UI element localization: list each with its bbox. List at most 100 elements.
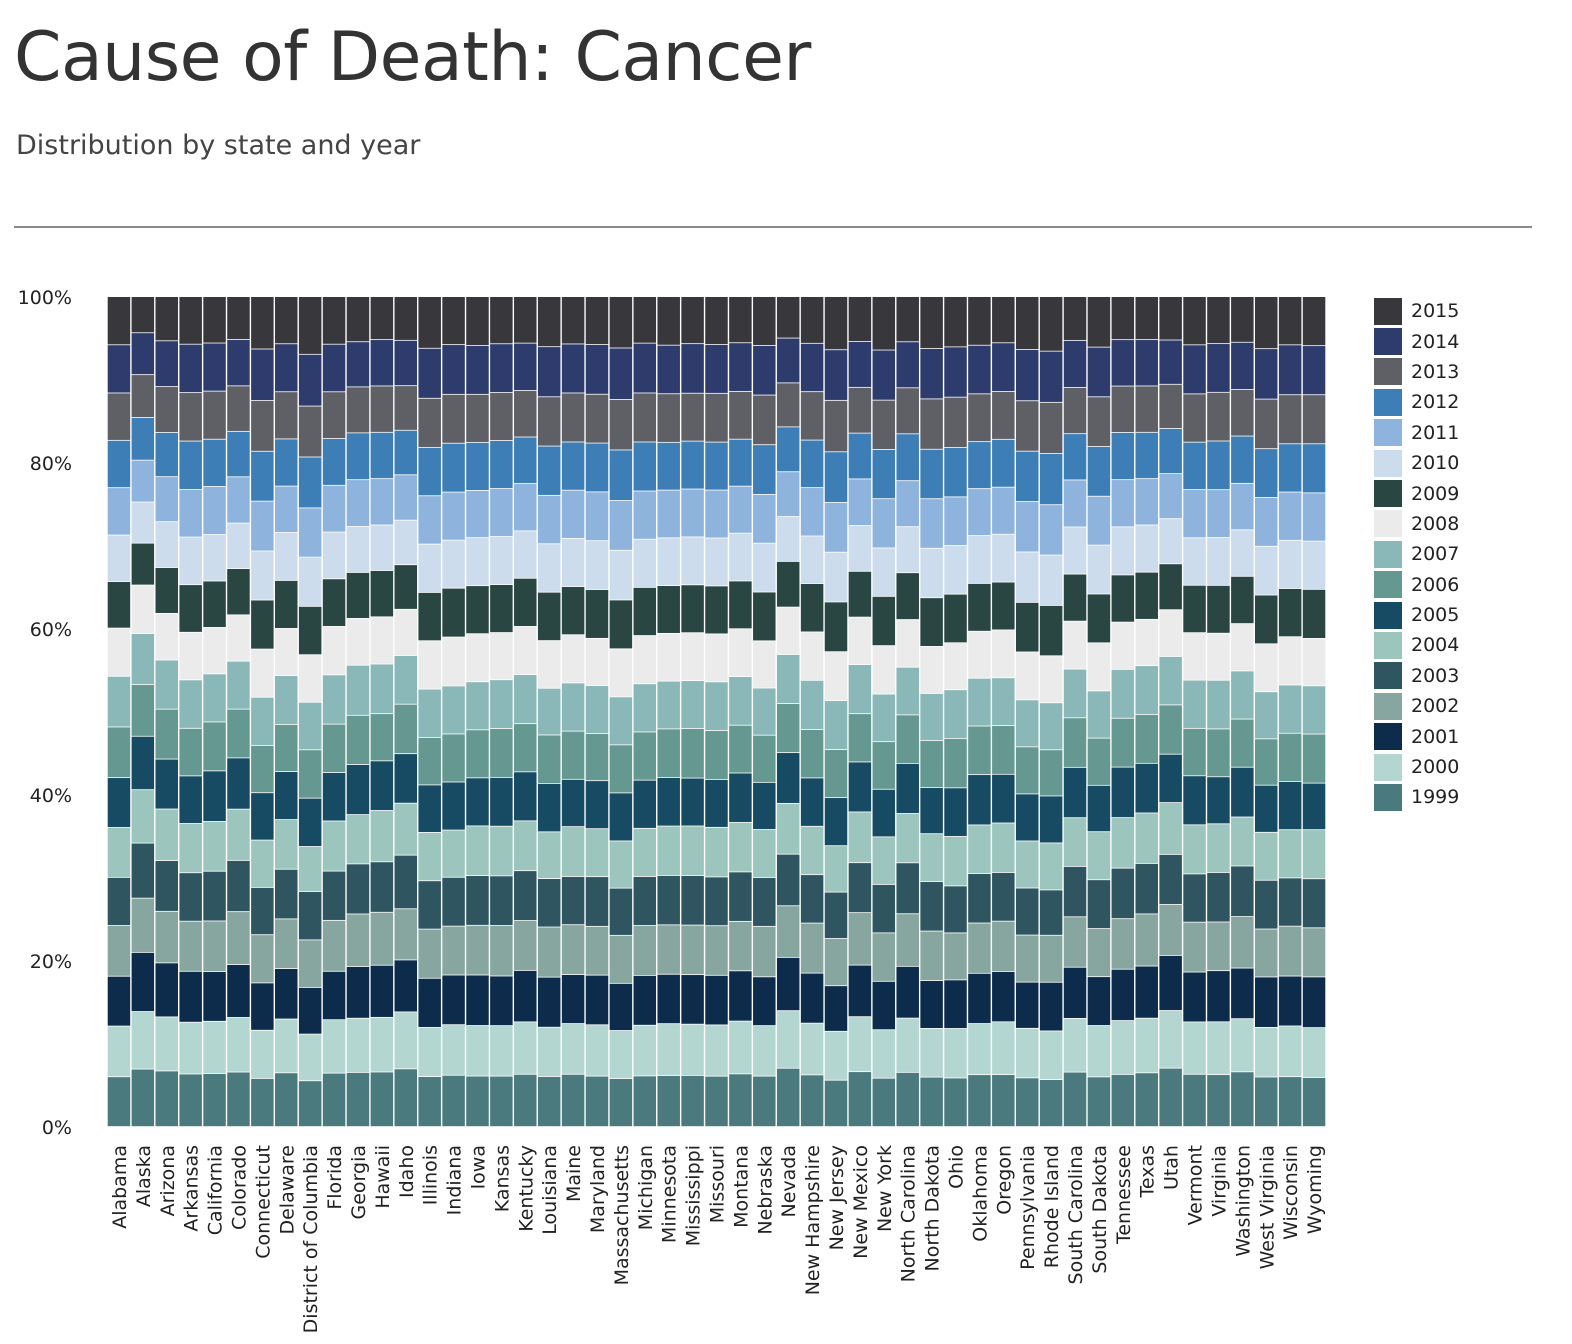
bar-segment (681, 1024, 704, 1075)
bar-segment (227, 477, 250, 523)
bar-segment (418, 447, 441, 496)
bar-segment (537, 832, 561, 879)
bar-segment (968, 726, 991, 775)
bar-segment (1087, 1077, 1111, 1127)
legend-item: 2001 (1374, 721, 1554, 751)
bar-segment (585, 638, 609, 686)
bar-segment (944, 980, 967, 1029)
bar-segment (1159, 854, 1182, 905)
bar-segment (705, 393, 728, 442)
bar-segment (1302, 395, 1326, 444)
bar-segment (179, 489, 202, 537)
bar-segment (1135, 619, 1158, 666)
bar-segment (537, 927, 561, 977)
bar-segment (872, 742, 896, 789)
bar-segment (251, 649, 274, 697)
bar-segment (107, 925, 131, 976)
bar-segment (896, 434, 919, 481)
bar-segment (490, 826, 513, 876)
legend: 2015 2014 2013 2012 2011 2010 2009 2008 2007 2006… (1374, 296, 1554, 813)
bar-segment (203, 1021, 226, 1074)
bar-segment (561, 925, 585, 975)
bar-segment (394, 960, 418, 1012)
bar-segment (561, 490, 585, 538)
bar-segment (275, 968, 298, 1019)
bar-segment (1302, 638, 1326, 686)
bar-segment (418, 978, 441, 1028)
bar-segment (1231, 436, 1254, 483)
bar-segment (1063, 297, 1087, 340)
bar-segment (920, 834, 943, 882)
bar-segment (537, 735, 561, 784)
bar-segment (346, 864, 370, 914)
bar-segment (561, 393, 585, 442)
legend-swatch (1374, 510, 1402, 538)
bar-segment (585, 975, 609, 1025)
bar-segment (514, 772, 537, 821)
bar-segment (1302, 297, 1326, 346)
x-tick-label: California (205, 1145, 227, 1235)
bar-segment (1159, 384, 1182, 429)
bar-segment (1231, 1072, 1254, 1127)
legend-label: 2008 (1411, 512, 1460, 535)
bar-segment (561, 827, 585, 877)
bar-segment (705, 586, 728, 634)
bar-segment (322, 920, 346, 971)
bar-segment (968, 631, 991, 678)
bar-segment (585, 685, 609, 734)
bar-segment (179, 344, 202, 393)
legend-item: 2011 (1374, 418, 1554, 448)
x-tick-label: Iowa (467, 1145, 489, 1189)
bar-segment (322, 438, 346, 485)
bar-segment (131, 1069, 155, 1127)
bar-segment (1207, 633, 1230, 680)
bar-segment (155, 387, 178, 433)
bar-segment (418, 544, 441, 593)
bar-segment (251, 983, 274, 1030)
bar-segment (298, 1081, 322, 1127)
bar-segment (1278, 1026, 1302, 1077)
bar-segment (681, 297, 704, 344)
bar-segment (179, 585, 202, 632)
bar-segment (370, 862, 394, 912)
bar-segment (1159, 656, 1182, 705)
bar-segment (322, 724, 346, 773)
bar-segment (466, 682, 489, 730)
bar-segment (298, 297, 322, 354)
bar-segment (537, 347, 561, 397)
bar-segment (561, 586, 585, 635)
bar-segment (490, 680, 513, 729)
bar-segment (490, 876, 513, 926)
bar-segment (298, 557, 322, 606)
bar-segment (824, 297, 848, 350)
bar-segment (872, 596, 896, 646)
bar-segment (729, 486, 752, 533)
bar-segment (657, 729, 680, 778)
bar-segment (131, 1011, 155, 1069)
bar-segment (1135, 714, 1158, 763)
bar-segment (824, 1080, 848, 1127)
x-tick-label: Georgia (348, 1145, 370, 1220)
bar-segment (370, 617, 394, 664)
legend-label: 2009 (1411, 482, 1460, 505)
bar-segment (753, 395, 776, 445)
bar-segment (418, 297, 441, 348)
bar-segment (1111, 480, 1135, 527)
bar-segment (992, 630, 1015, 678)
bar-segment (1159, 705, 1182, 754)
bar-segment (1183, 972, 1206, 1022)
legend-label: 2015 (1411, 300, 1460, 323)
bar-segment (1207, 297, 1230, 344)
bar-segment (609, 935, 633, 983)
bar-segment (776, 516, 800, 562)
bar-segment (370, 432, 394, 479)
bar-segment (537, 297, 561, 347)
bar-segment (753, 829, 776, 878)
bar-segment (992, 391, 1015, 439)
bar-segment (705, 779, 728, 827)
bar-segment (155, 477, 178, 522)
bar-segment (514, 343, 537, 391)
bar-segment (155, 911, 178, 963)
bar-segment (514, 970, 537, 1022)
bar-segment (1135, 966, 1158, 1018)
